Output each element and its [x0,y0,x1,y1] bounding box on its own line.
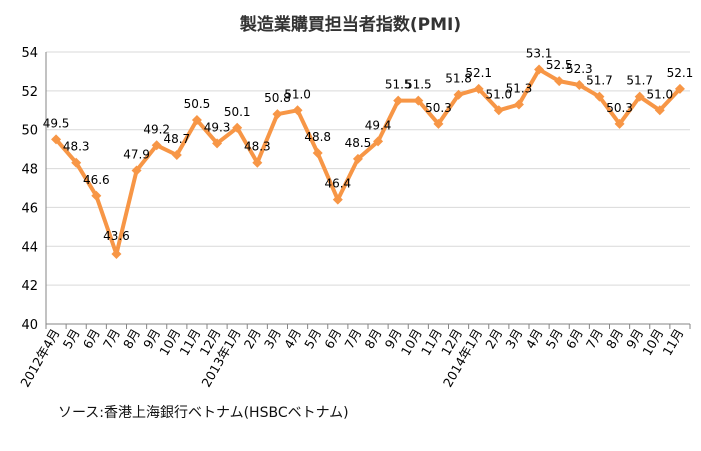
data-label: 51.5 [405,78,432,92]
data-point [373,136,384,147]
data-point [292,105,303,116]
y-tick-label: 42 [21,279,38,294]
x-tick-label: 11月 [659,326,686,358]
data-point [493,105,504,116]
data-label: 50.1 [224,105,251,119]
y-tick-label: 48 [21,163,38,178]
data-label: 51.0 [646,87,673,101]
x-tick-label: 7月 [100,326,123,351]
data-point [654,105,665,116]
x-tick-label: 2012年4月 [17,326,62,390]
data-label: 52.3 [566,62,593,76]
data-label: 49.4 [365,118,392,132]
data-label: 49.3 [204,120,231,134]
x-tick-label: 2月 [482,326,505,351]
data-point [513,99,524,110]
data-label: 50.3 [425,101,452,115]
data-point [272,109,283,120]
y-tick-label: 52 [21,85,38,100]
data-label: 51.0 [284,87,311,101]
data-label: 50.5 [184,97,211,111]
data-point [574,80,585,91]
data-point [554,76,565,87]
y-tick-label: 44 [21,240,38,255]
data-point [473,83,484,94]
x-tick-label: 5月 [543,326,566,351]
source-note: ソース:香港上海銀行ベトナム(HSBCベトナム) [58,405,349,421]
x-tick-label: 4月 [281,326,304,351]
data-label: 48.3 [63,140,90,154]
data-point [212,138,223,149]
data-point [413,95,424,106]
data-point [614,118,625,129]
data-point [312,148,323,159]
data-label: 53.1 [526,46,553,60]
data-label: 52.1 [465,66,492,80]
data-label: 52.1 [667,66,694,80]
data-point [534,64,545,75]
x-tick-label: 6月 [321,326,344,351]
x-tick-label: 6月 [563,326,586,351]
data-point [674,83,685,94]
y-tick-label: 46 [21,201,38,216]
data-point [131,165,142,176]
data-label: 51.5 [385,78,412,92]
data-point [594,91,605,102]
data-label: 47.9 [123,148,150,162]
data-point [232,122,243,133]
x-tick-label: 3月 [261,326,284,351]
series-line [54,67,682,257]
data-label: 48.3 [244,140,271,154]
data-label: 51.0 [485,87,512,101]
data-label: 46.6 [83,173,110,187]
data-label: 49.2 [143,122,170,136]
x-tick-label: 5月 [60,326,83,351]
data-label: 49.5 [43,116,70,130]
data-point [332,194,343,205]
data-point [111,249,122,260]
x-tick-label: 3月 [502,326,525,351]
x-tick-label: 2月 [241,326,264,351]
y-tick-label: 54 [21,46,38,61]
data-point [91,190,102,201]
data-label: 43.6 [103,229,130,243]
data-point [433,118,444,129]
data-label: 50.3 [606,101,633,115]
data-point [393,95,404,106]
data-point [352,153,363,164]
data-point [71,157,82,168]
x-tick-label: 7月 [341,326,364,351]
data-point [171,149,182,160]
data-point [191,115,202,125]
data-label: 51.3 [506,81,533,95]
x-tick-label: 5月 [301,326,324,351]
x-tick-label: 4月 [522,326,545,351]
data-label: 51.8 [445,72,472,86]
data-point [453,89,464,100]
data-label: 52.5 [546,58,573,72]
x-tick-label: 7月 [583,326,606,351]
data-label: 48.7 [163,132,190,146]
data-label: 48.5 [345,136,372,150]
x-tick-label: 6月 [80,326,103,351]
x-tick-label: 8月 [361,326,384,351]
data-label: 51.7 [586,74,613,88]
y-tick-label: 40 [21,318,38,333]
x-tick-label: 8月 [120,326,143,351]
data-point [634,91,645,102]
data-label: 48.8 [304,130,331,144]
data-label: 51.7 [626,74,653,88]
chart-title: 製造業購買担当者指数(PMI) [239,15,462,35]
data-point [252,157,263,168]
data-label: 50.8 [264,91,291,105]
data-point [151,140,162,151]
y-tick-label: 50 [21,124,38,139]
data-point [51,134,62,145]
x-tick-label: 8月 [603,326,626,351]
data-label: 46.4 [324,177,351,191]
